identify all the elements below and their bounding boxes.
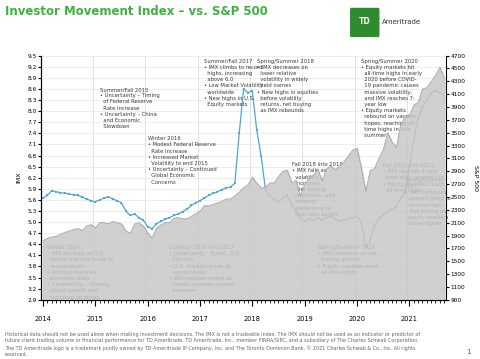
Text: Spring/Summer 2019
• IMX rebounds on net
  buying activity
• Equity markets reac: Spring/Summer 2019 • IMX rebounds on net… (318, 245, 379, 275)
Text: Summer/Fall 2017
• IMX climbs to record
  highs, increasing
  above 6.0
• Low Ma: Summer/Fall 2017 • IMX climbs to record … (204, 59, 264, 107)
Y-axis label: S&P 500: S&P 500 (473, 165, 478, 191)
Text: Fall 2018 into 2019
• IMX falls as
  volatility
  increases
• Net buying
  conti: Fall 2018 into 2019 • IMX falls as volat… (291, 162, 342, 217)
Text: TD: TD (359, 17, 371, 26)
Text: Spring/Summer
2021
• IMX continues
  upward trend to
  all-time high
• Net buyin: Spring/Summer 2021 • IMX continues upwar… (405, 178, 451, 226)
Text: Historical data should not be used alone when making investment decisions. The I: Historical data should not be used alone… (5, 331, 420, 357)
Y-axis label: IMX: IMX (17, 172, 22, 183)
Text: Fall 2020 into 2021
• IMX reaches 3-year
  high after upward run
• Equity market: Fall 2020 into 2021 • IMX reaches 3-year… (383, 163, 444, 193)
Text: Investor Movement Index – vs. S&P 500: Investor Movement Index – vs. S&P 500 (5, 5, 268, 18)
FancyBboxPatch shape (350, 8, 380, 37)
Text: Ameritrade: Ameritrade (382, 19, 421, 25)
Text: Winter 2016
• Modest Federal Reserve
  Rate Increase
• Increased Market
  Volati: Winter 2016 • Modest Federal Reserve Rat… (148, 136, 216, 185)
Text: Summer 2016 into 2017
• Uncertainty – Brexit, U.S.
  Election
• U.S. markets tra: Summer 2016 into 2017 • Uncertainty – Br… (169, 245, 240, 293)
Text: Spring/Summer 2018
• IMX decreases on
  lower relative
  volatility in widely
  : Spring/Summer 2018 • IMX decreases on lo… (257, 59, 318, 113)
Text: Winter 2014
• IMX declines as U.S.
  equity markets trade at
  record levels
• P: Winter 2014 • IMX declines as U.S. equit… (48, 245, 114, 300)
Text: 1: 1 (466, 349, 470, 355)
Text: Spring/Summer 2020
• Equity markets hit
  all-time highs in early
  2020 before : Spring/Summer 2020 • Equity markets hit … (361, 59, 422, 138)
Text: Summer/Fall 2015
• Uncertainty – Timing
  of Federal Reserve
  Rate increase
• U: Summer/Fall 2015 • Uncertainty – Timing … (100, 87, 159, 129)
